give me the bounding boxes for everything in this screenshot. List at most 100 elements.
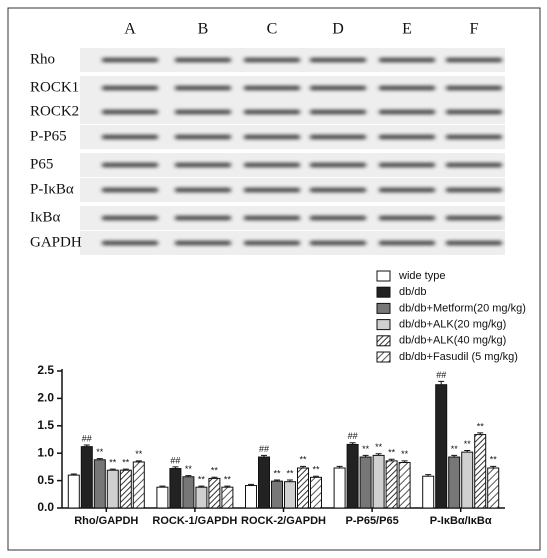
lane-label: A <box>124 21 136 38</box>
bar <box>475 435 486 508</box>
significance-mark: ** <box>211 466 219 476</box>
significance-mark: ** <box>388 448 396 458</box>
figure: ABCDEFRhoROCK1ROCK2P-P65P65P-IκBαIκBαGAP… <box>0 0 547 558</box>
band <box>244 216 300 221</box>
y-tick-label: 1.5 <box>37 418 54 432</box>
row-label: P-IκBα <box>30 181 74 197</box>
band <box>379 163 435 168</box>
legend-swatch <box>377 287 390 297</box>
significance-mark: ** <box>477 421 485 431</box>
band <box>379 86 435 91</box>
band <box>244 241 300 246</box>
significance-mark: ** <box>464 439 472 449</box>
bar <box>209 478 220 508</box>
band <box>446 86 502 91</box>
significance-mark: ** <box>198 474 206 484</box>
bar <box>462 452 473 508</box>
x-tick-label: ROCK-2/GAPDH <box>241 515 326 527</box>
band <box>446 241 502 246</box>
lane-label: F <box>470 21 479 38</box>
band <box>244 188 300 193</box>
bar <box>120 470 131 508</box>
row-label: IκBα <box>30 209 61 225</box>
y-tick-label: 0.5 <box>37 473 54 487</box>
row-label: ROCK2 <box>30 103 79 119</box>
significance-mark: ## <box>436 370 446 380</box>
row-label: ROCK1 <box>30 79 79 95</box>
significance-mark: ** <box>375 442 383 452</box>
band <box>446 58 502 63</box>
band <box>102 241 158 246</box>
significance-mark: ** <box>451 444 459 454</box>
significance-mark: ** <box>299 455 307 465</box>
significance-mark: ** <box>312 465 320 475</box>
bar <box>157 487 168 508</box>
band <box>244 163 300 168</box>
band <box>175 110 231 115</box>
bar <box>373 455 384 508</box>
bar <box>449 457 460 508</box>
row-label: P-P65 <box>30 128 67 144</box>
bar <box>272 481 283 508</box>
bar <box>259 457 270 508</box>
band <box>310 241 366 246</box>
row-label: Rho <box>30 51 55 67</box>
bar <box>423 476 434 508</box>
bar <box>360 457 371 508</box>
band <box>310 58 366 63</box>
band <box>175 86 231 91</box>
significance-mark: ## <box>82 433 92 443</box>
band <box>175 216 231 221</box>
band <box>310 163 366 168</box>
bar <box>488 468 499 508</box>
band <box>175 58 231 63</box>
significance-mark: ## <box>348 431 358 441</box>
bar <box>222 487 233 508</box>
y-tick-label: 0.0 <box>37 500 54 514</box>
y-tick-label: 2.0 <box>37 391 54 405</box>
band <box>102 86 158 91</box>
bar <box>68 475 79 508</box>
x-tick-label: ROCK-1/GAPDH <box>152 515 237 527</box>
band <box>379 188 435 193</box>
legend-swatch <box>377 336 390 346</box>
legend-label: db/db+ALK(40 mg/kg) <box>399 335 506 347</box>
bar <box>285 482 296 508</box>
significance-mark: ** <box>135 449 143 459</box>
band <box>175 241 231 246</box>
bar <box>81 447 92 508</box>
band <box>310 188 366 193</box>
x-tick-label: P-P65/P65 <box>345 515 398 527</box>
lane-label: C <box>267 21 278 38</box>
x-tick-label: Rho/GAPDH <box>74 515 138 527</box>
bar <box>298 468 309 508</box>
band <box>379 110 435 115</box>
band <box>446 188 502 193</box>
legend-swatch <box>377 303 390 313</box>
band <box>244 135 300 140</box>
legend-swatch <box>377 352 390 362</box>
significance-mark: ** <box>273 468 281 478</box>
legend-label: wide type <box>398 270 445 282</box>
band <box>102 216 158 221</box>
band <box>102 110 158 115</box>
band <box>379 58 435 63</box>
band <box>446 110 502 115</box>
band <box>310 216 366 221</box>
band <box>379 135 435 140</box>
significance-mark: ** <box>224 474 232 484</box>
band <box>379 241 435 246</box>
lane-label: E <box>402 21 412 38</box>
legend-label: db/db+ALK(20 mg/kg) <box>399 319 506 331</box>
band <box>446 135 502 140</box>
band <box>102 135 158 140</box>
band <box>310 135 366 140</box>
significance-mark: ** <box>122 457 130 467</box>
bar <box>183 477 194 508</box>
band <box>446 216 502 221</box>
bar <box>133 462 144 508</box>
bar <box>311 477 322 508</box>
bar <box>386 461 397 508</box>
lane-label: D <box>332 21 344 38</box>
band <box>175 188 231 193</box>
